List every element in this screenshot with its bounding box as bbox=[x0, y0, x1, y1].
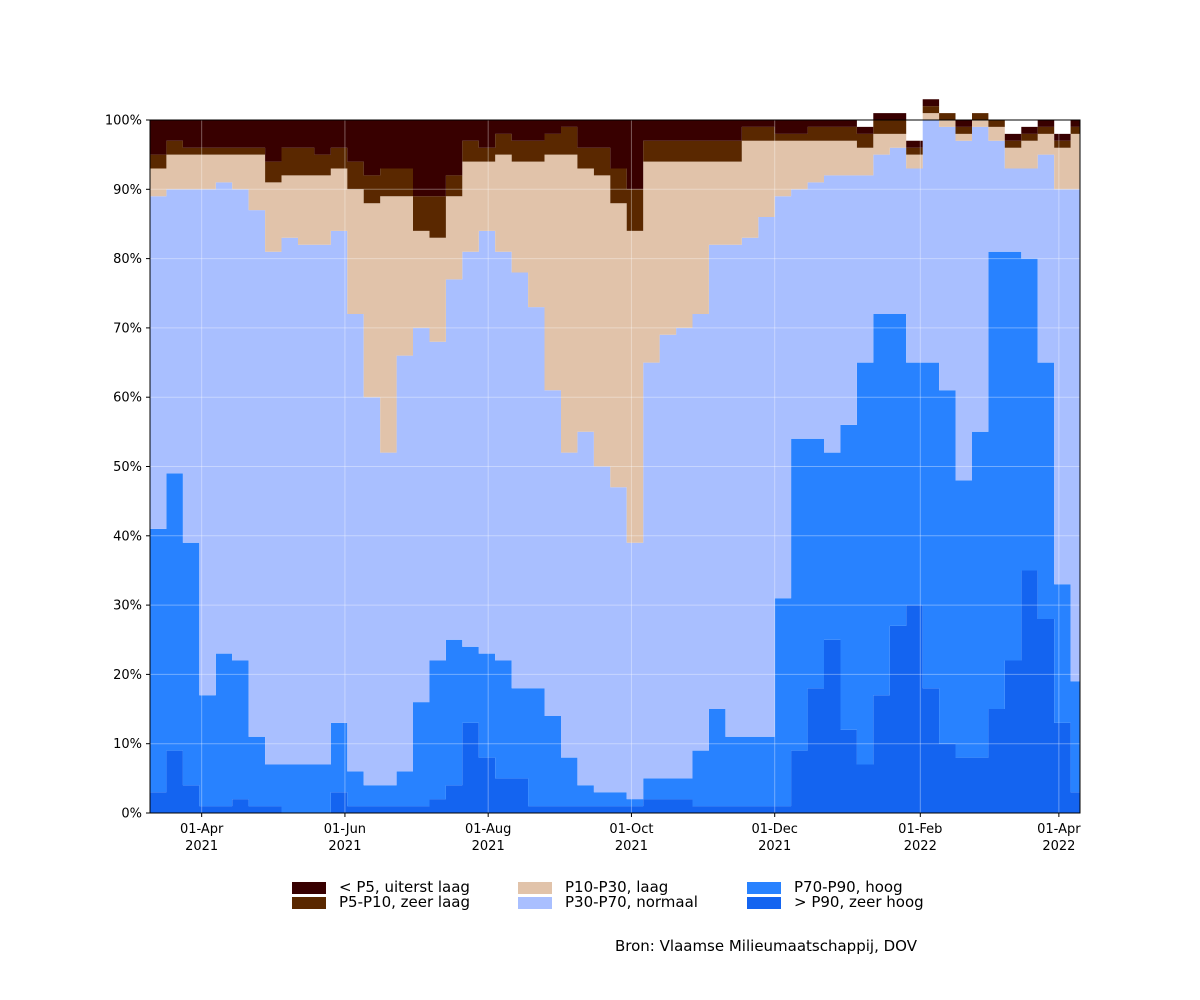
x-tick-label: 01-Apr bbox=[180, 822, 224, 837]
x-tick-label: 01-Feb bbox=[898, 822, 942, 837]
x-tick-label: 01-Dec bbox=[752, 822, 798, 837]
legend-label: < P5, uiterst laag bbox=[339, 878, 470, 896]
area-p5-p10-zeer-laag bbox=[150, 106, 1080, 238]
x-tick-year: 2021 bbox=[472, 839, 505, 854]
area-p5-uiterst-laag bbox=[150, 99, 1080, 197]
legend-swatch bbox=[292, 881, 326, 894]
x-tick-label: 01-Jun bbox=[324, 822, 366, 837]
legend-label: P5-P10, zeer laag bbox=[339, 893, 471, 911]
legend-item: > P90, zeer hoog bbox=[747, 895, 947, 910]
legend-item: P30-P70, normaal bbox=[518, 895, 747, 910]
area-p90-zeer-hoog bbox=[150, 570, 1080, 813]
y-tick-label: 70% bbox=[113, 321, 142, 336]
legend-item: P70-P90, hoog bbox=[747, 880, 947, 895]
x-tick-year: 2022 bbox=[1042, 839, 1075, 854]
y-tick-label: 90% bbox=[113, 183, 142, 198]
y-tick-label: 100% bbox=[105, 114, 142, 129]
x-axis: 01-Apr 2021 01-Jun 2021 01-Aug 2021 01-Oct 2021… bbox=[180, 813, 1081, 854]
x-tick-year: 2021 bbox=[615, 839, 648, 854]
legend-item: < P5, uiterst laag bbox=[292, 880, 518, 895]
legend-swatch bbox=[747, 896, 781, 909]
x-tick-label: 01-Aug bbox=[465, 822, 511, 837]
legend-label: > P90, zeer hoog bbox=[794, 893, 924, 911]
legend-swatch bbox=[518, 881, 552, 894]
x-tick-label: 01-Oct bbox=[609, 822, 653, 837]
legend-item: P10-P30, laag bbox=[518, 880, 747, 895]
legend: < P5, uiterst laag P10-P30, laag P70-P90, … bbox=[292, 880, 947, 910]
legend-label: P10-P30, laag bbox=[565, 878, 669, 896]
y-tick-label: 60% bbox=[113, 391, 142, 406]
y-tick-label: 50% bbox=[113, 460, 142, 475]
x-tick-year: 2021 bbox=[758, 839, 791, 854]
y-axis: 0% 10% 20% 30% 40% 50% 60% 70% 80% 90% 100% bbox=[105, 114, 150, 822]
legend-swatch bbox=[518, 896, 552, 909]
y-tick-label: 10% bbox=[113, 737, 142, 752]
y-tick-label: 20% bbox=[113, 668, 142, 683]
x-tick-label: 01-Apr bbox=[1037, 822, 1081, 837]
x-tick-year: 2021 bbox=[328, 839, 361, 854]
y-tick-label: 80% bbox=[113, 252, 142, 267]
legend-swatch bbox=[747, 881, 781, 894]
y-tick-label: 0% bbox=[121, 807, 142, 822]
x-tick-year: 2022 bbox=[904, 839, 937, 854]
y-tick-label: 40% bbox=[113, 529, 142, 544]
area-p70-p90-hoog bbox=[150, 251, 1080, 813]
legend-label: P30-P70, normaal bbox=[565, 893, 698, 911]
series-areas bbox=[150, 99, 1080, 813]
area-p30-p70-normaal bbox=[150, 120, 1080, 800]
legend-swatch bbox=[292, 896, 326, 909]
source-note: Bron: Vlaamse Milieumaatschappij, DOV bbox=[615, 937, 917, 955]
legend-item: P5-P10, zeer laag bbox=[292, 895, 518, 910]
gridlines bbox=[150, 120, 1080, 813]
x-tick-year: 2021 bbox=[185, 839, 218, 854]
y-tick-label: 30% bbox=[113, 599, 142, 614]
legend-label: P70-P90, hoog bbox=[794, 878, 903, 896]
area-p10-p30-laag bbox=[150, 113, 1080, 543]
